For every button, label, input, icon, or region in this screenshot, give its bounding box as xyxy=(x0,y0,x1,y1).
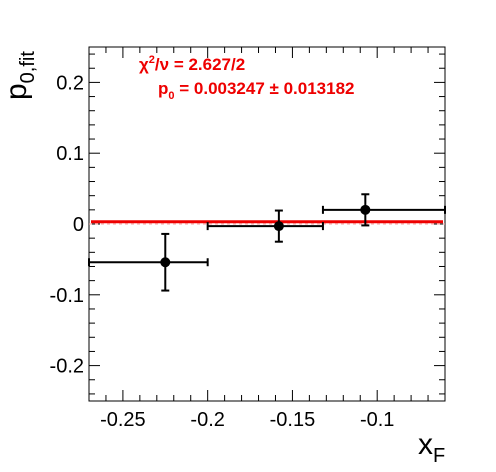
x-axis-title-main: x xyxy=(418,428,433,461)
fit-p0-label: p0 = 0.003247 ± 0.013182 xyxy=(158,79,354,102)
chi-ndf-value: /ν = 2.627/2 xyxy=(155,55,245,74)
y-axis-title: p0,fit xyxy=(0,51,39,100)
fit-chi2-label: χ2/ν = 2.627/2 xyxy=(139,54,245,74)
y-tick-label: 0.1 xyxy=(56,143,84,165)
data-point xyxy=(360,204,371,215)
axis-ticks xyxy=(88,47,446,401)
y-tick-label: 0.2 xyxy=(56,72,84,94)
x-tick-label: -0.25 xyxy=(100,409,146,431)
axis-tick-labels: -0.25 -0.2 -0.15 -0.1 -0.2 -0.1 0 0.1 0.2 xyxy=(50,72,395,431)
chi-superscript: 2 xyxy=(149,54,155,66)
y-axis-title-sub: 0,fit xyxy=(17,51,39,84)
x-tick-label: -0.1 xyxy=(360,409,394,431)
x-tick-label: -0.2 xyxy=(190,409,224,431)
data-points xyxy=(88,193,446,292)
p0-subscript: 0 xyxy=(168,90,174,102)
data-point xyxy=(160,257,171,268)
y-tick-label: -0.2 xyxy=(50,356,84,378)
x-axis-title-sub: F xyxy=(433,445,445,467)
y-tick-label: -0.1 xyxy=(50,285,84,307)
chi-symbol: χ xyxy=(139,55,149,74)
x-axis-title: xF xyxy=(418,428,445,467)
y-axis-title-main: p xyxy=(0,83,33,100)
x-tick-label: -0.15 xyxy=(270,409,316,431)
p0-symbol: p xyxy=(158,79,168,98)
y-tick-label: 0 xyxy=(73,214,84,236)
data-point xyxy=(273,221,284,232)
p0-value: = 0.003247 ± 0.013182 xyxy=(175,79,355,98)
